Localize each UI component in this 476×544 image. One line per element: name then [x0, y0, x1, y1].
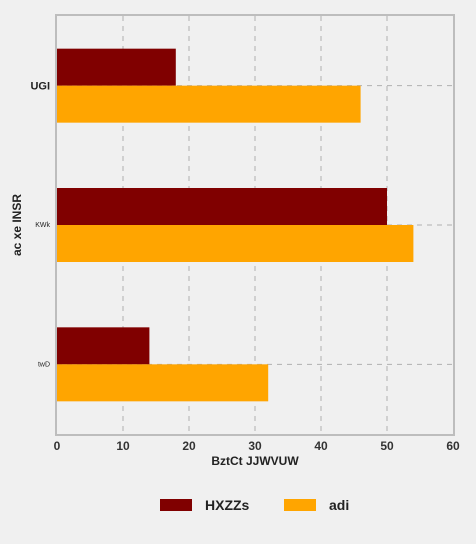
x-tick-label: 0: [54, 439, 61, 453]
y-tick-labels: UGI KWk twD: [30, 81, 50, 369]
x-axis-title: BztCt JJWVUW: [211, 454, 299, 468]
bar-adi-KWk: [57, 225, 414, 262]
x-tick-label: 30: [248, 439, 262, 453]
x-tick-label: 20: [182, 439, 196, 453]
y-tick-label: twD: [38, 361, 50, 368]
bar-HXZZs-KWk: [57, 188, 387, 225]
y-axis-title: ac xe INSR: [10, 194, 24, 256]
legend-label-HXZZs: HXZZs: [205, 497, 250, 513]
legend-swatch-adi: [284, 499, 316, 511]
x-tick-label: 60: [446, 439, 460, 453]
legend-swatch-HXZZs: [160, 499, 192, 511]
bar-HXZZs-UGI: [57, 48, 176, 86]
x-tick-label: 40: [314, 439, 328, 453]
y-tick-label: KWk: [35, 222, 50, 229]
legend-label-adi: adi: [329, 497, 349, 513]
bar-adi-twD: [57, 364, 269, 402]
bar-HXZZs-twD: [57, 327, 150, 365]
x-tick-label: 50: [380, 439, 394, 453]
y-tick-label: UGI: [30, 81, 50, 93]
bar-adi-UGI: [57, 85, 361, 123]
legend: HXZZs adi: [160, 497, 349, 513]
x-tick-labels: 0 10 20 30 40 50 60: [54, 439, 460, 453]
x-tick-label: 10: [116, 439, 130, 453]
bars: [57, 48, 414, 402]
